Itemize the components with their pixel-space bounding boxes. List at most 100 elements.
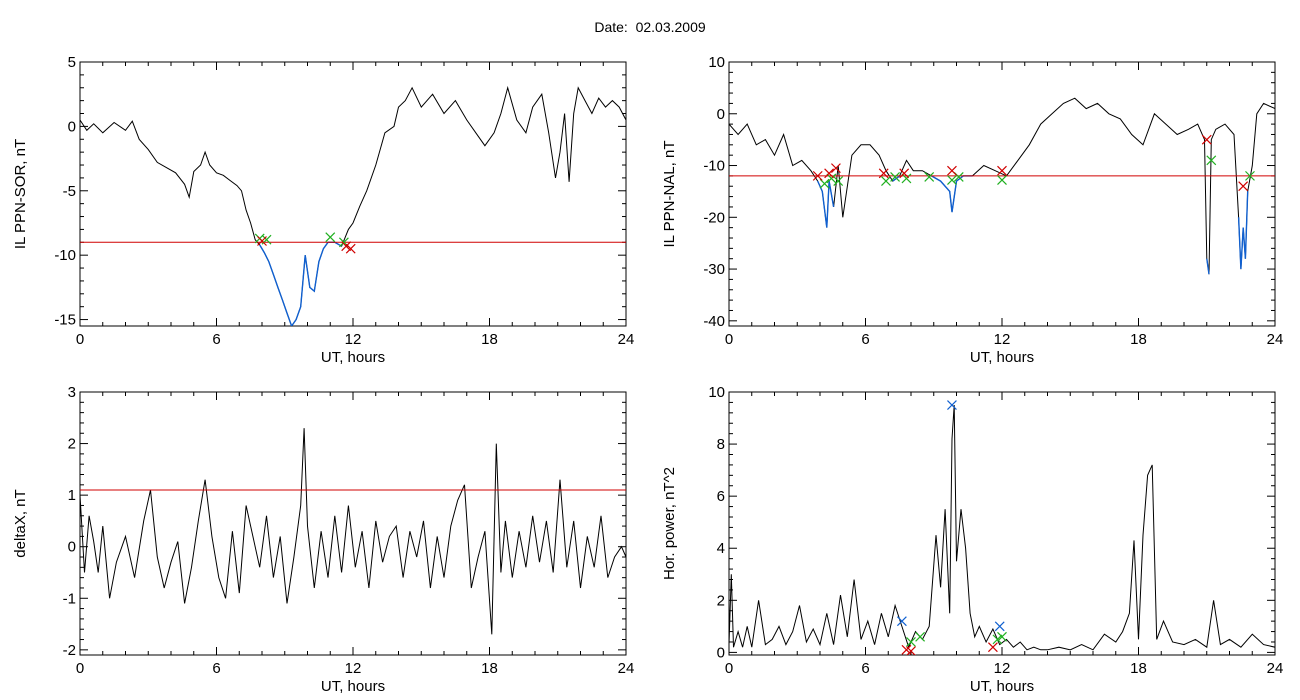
x-tick-label: 6 <box>212 331 220 348</box>
start-marker <box>997 175 1007 185</box>
y-tick-label: 5 <box>68 54 76 71</box>
chart-panel: 0 6 12 18 24 UT, hours 5 0 -5 -10 -15 IL PPN-SOR, n… <box>12 54 634 366</box>
y-axis-label: Hor. power, nT^2 <box>661 467 678 580</box>
end-marker <box>906 646 916 655</box>
x-tick-label: 12 <box>345 331 362 348</box>
plot-area <box>80 85 626 326</box>
start-marker <box>915 631 926 642</box>
x-tick-label: 0 <box>725 660 733 677</box>
y-tick-label: -10 <box>54 247 76 264</box>
peak-marker <box>947 400 957 410</box>
plot-frame <box>728 61 1276 327</box>
start-marker <box>906 637 916 647</box>
y-tick-label: 4 <box>717 540 725 557</box>
x-tick-label: 24 <box>1267 660 1284 677</box>
x-tick-label: 12 <box>345 660 362 677</box>
figure-title: Date: 02.03.2009 <box>594 19 706 35</box>
x-tick-label: 0 <box>725 331 733 348</box>
x-tick-label: 18 <box>481 331 498 348</box>
y-tick-label: 3 <box>68 384 76 401</box>
y-tick-label: 0 <box>68 118 76 135</box>
end-marker <box>899 168 910 179</box>
plot-frame <box>79 391 627 656</box>
start-marker <box>901 173 912 184</box>
y-tick-label: 8 <box>717 436 725 453</box>
end-marker <box>1238 181 1249 192</box>
start-marker <box>819 178 830 189</box>
y-axis-label: IL PPN-NAL, nT <box>661 141 678 248</box>
plot-frame <box>79 61 627 327</box>
y-axis-label: deltaX, nT <box>12 489 29 557</box>
data-series-line <box>80 428 626 635</box>
x-tick-label: 12 <box>994 331 1011 348</box>
start-marker <box>997 631 1007 642</box>
y-tick-label: -1 <box>63 590 76 607</box>
y-tick-label: 2 <box>68 436 76 453</box>
x-tick-label: 6 <box>861 660 869 677</box>
start-marker <box>826 173 837 184</box>
start-marker <box>881 176 891 186</box>
y-tick-label: -5 <box>63 183 76 200</box>
start-marker <box>1245 170 1255 181</box>
x-tick-label: 18 <box>481 660 498 677</box>
x-tick-label: 24 <box>1267 331 1284 348</box>
x-axis-label: UT, hours <box>970 678 1034 695</box>
peak-marker <box>896 616 907 627</box>
chart-panel: 0 6 12 18 24 UT, hours 3 2 1 0 -1 -2 deltaX, nT <box>12 384 634 695</box>
y-tick-label: 0 <box>68 539 76 556</box>
end-marker <box>812 170 823 181</box>
y-tick-label: 10 <box>708 384 725 401</box>
chart-panel: 0 6 12 18 24 UT, hours 10 0 -10 -20 -30 -40 IL PPN-N… <box>661 54 1283 366</box>
below-threshold-segment <box>931 175 973 213</box>
y-tick-label: -15 <box>54 312 76 329</box>
below-threshold-segment <box>1237 191 1249 270</box>
plot-area <box>729 97 1275 275</box>
y-tick-label: 10 <box>708 54 725 71</box>
below-threshold-segment <box>1206 258 1210 275</box>
data-series-line <box>729 404 1275 651</box>
plot-area <box>729 400 1275 655</box>
x-axis-label: UT, hours <box>321 349 385 366</box>
y-tick-label: -2 <box>63 642 76 659</box>
x-tick-label: 6 <box>212 660 220 677</box>
end-marker <box>878 168 889 179</box>
x-tick-label: 12 <box>994 660 1011 677</box>
end-marker <box>824 168 835 179</box>
x-tick-label: 24 <box>618 660 635 677</box>
x-axis-label: UT, hours <box>321 678 385 695</box>
end-marker <box>947 165 957 176</box>
y-tick-label: 1 <box>68 487 76 504</box>
x-tick-label: 0 <box>76 660 84 677</box>
x-tick-label: 24 <box>618 331 635 348</box>
start-marker <box>833 176 844 186</box>
y-tick-label: 6 <box>717 488 725 505</box>
data-series-line <box>729 97 1275 275</box>
plot-area <box>80 428 626 635</box>
y-tick-label: 2 <box>717 592 725 609</box>
data-series-line <box>80 85 626 326</box>
start-marker <box>1206 155 1217 166</box>
below-threshold-segment <box>259 241 342 326</box>
x-tick-label: 18 <box>1130 331 1147 348</box>
end-marker <box>997 165 1007 176</box>
y-tick-label: -40 <box>703 313 725 330</box>
y-tick-label: -10 <box>703 158 725 175</box>
y-axis-label: IL PPN-SOR, nT <box>12 139 29 249</box>
end-marker <box>831 163 841 174</box>
y-tick-label: -30 <box>703 261 725 278</box>
x-tick-label: 6 <box>861 331 869 348</box>
x-tick-label: 18 <box>1130 660 1147 677</box>
y-tick-label: -20 <box>703 209 725 226</box>
y-tick-label: 0 <box>717 644 725 661</box>
x-axis-label: UT, hours <box>970 349 1034 366</box>
end-marker <box>257 236 267 246</box>
plot-frame <box>728 391 1276 656</box>
chart-panel: 0 6 12 18 24 UT, hours 10 8 6 4 2 0 Hor. power, nT^2 <box>661 384 1283 695</box>
end-marker <box>1201 134 1212 145</box>
start-marker <box>325 232 336 243</box>
start-marker <box>924 171 935 182</box>
start-marker <box>992 634 1003 645</box>
end-marker <box>341 241 352 252</box>
start-marker <box>947 175 957 185</box>
